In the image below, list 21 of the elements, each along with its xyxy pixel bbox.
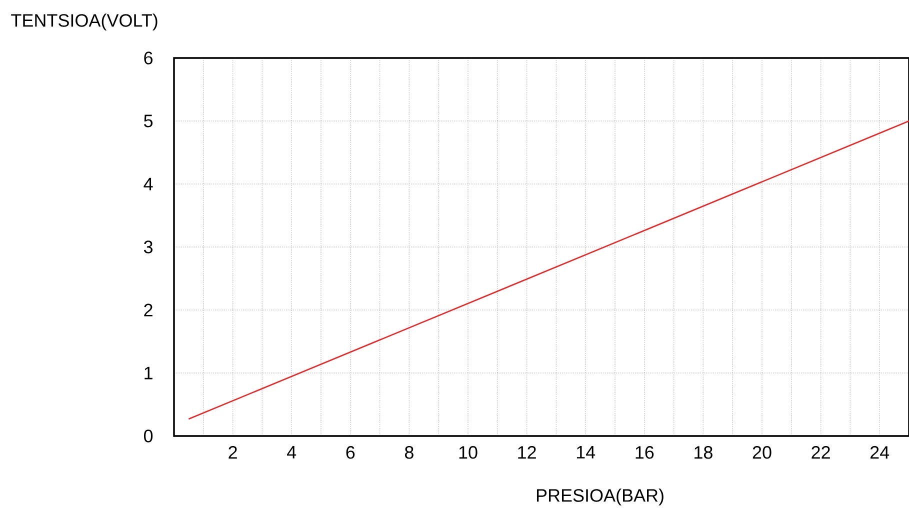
x-tick-label: 16 (636, 446, 654, 459)
y-tick-label: 4 (144, 178, 153, 190)
y-tick-label: 6 (144, 52, 152, 64)
y-tick-label: 5 (144, 114, 153, 128)
y-axis-title: TENTSIOA(VOLT) (11, 14, 158, 30)
x-tick-label: 4 (287, 446, 296, 458)
x-tick-label: 6 (346, 446, 355, 459)
x-tick-label: 24 (870, 446, 890, 459)
y-tick-label: 0 (144, 430, 153, 442)
x-tick-label: 8 (404, 446, 414, 459)
y-tick-label: 1 (144, 366, 152, 380)
x-tick-label: 18 (694, 446, 712, 459)
x-tick-label: 12 (518, 446, 536, 459)
x-tick-label: 20 (752, 446, 772, 459)
x-tick-label: 14 (576, 446, 596, 458)
x-tick-label: 10 (459, 446, 478, 459)
x-tick-label: 2 (228, 446, 237, 459)
y-tick-label: 3 (144, 240, 152, 254)
x-tick-label: 22 (812, 446, 830, 459)
y-tick-label: 2 (144, 304, 152, 316)
x-axis-title: PRESIOA(BAR) (536, 488, 664, 506)
